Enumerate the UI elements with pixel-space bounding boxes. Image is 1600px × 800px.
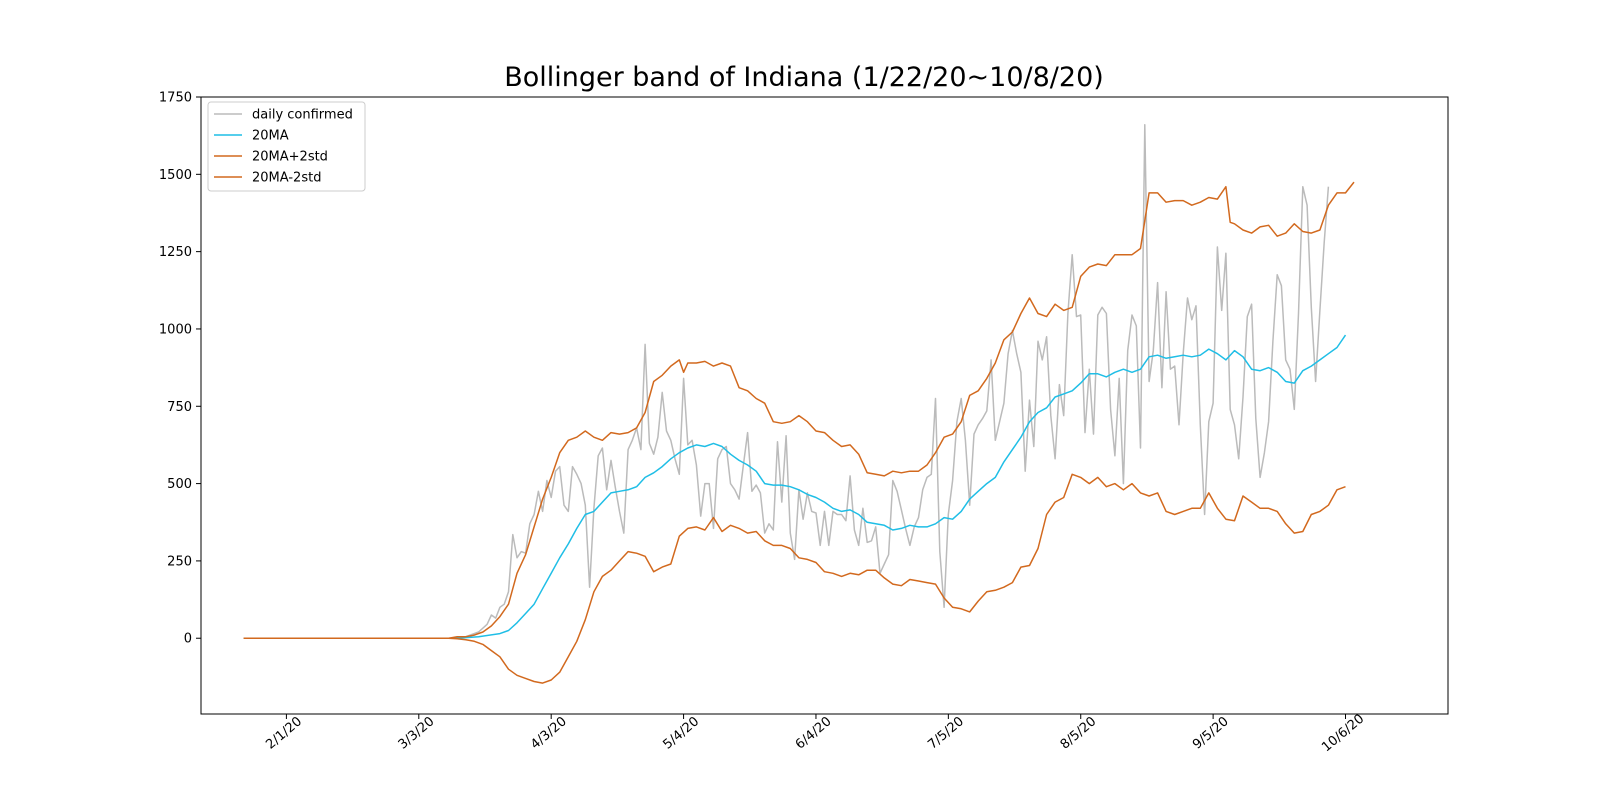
x-tick-label: 8/5/20: [1058, 714, 1100, 752]
legend-label-ma: 20MA: [252, 129, 289, 144]
series-line-upper: [243, 181, 1355, 639]
series-line-lower: [243, 473, 1346, 684]
y-tick-label: 1250: [159, 245, 192, 260]
series-layer: [243, 124, 1355, 684]
y-tick-label: 250: [167, 554, 192, 569]
legend-label-lower: 20MA-2std: [252, 171, 321, 186]
x-tick-label: 2/1/20: [263, 714, 305, 752]
x-axis: 2/1/20 3/3/20 4/3/20 5/4/20 6/4/20 7/5/20 8/5/…: [263, 711, 1367, 755]
y-tick-label: 1000: [159, 322, 192, 337]
y-tick-label: 1500: [159, 168, 192, 183]
x-tick-label: 3/3/20: [396, 714, 438, 752]
y-tick-label: 500: [167, 477, 192, 492]
series-line-daily: [243, 124, 1330, 639]
chart-title: Bollinger band of Indiana (1/22/20~10/8/…: [504, 62, 1104, 93]
legend: daily confirmed 20MA 20MA+2std 20MA-2std: [207, 101, 366, 192]
x-tick-label: 9/5/20: [1190, 714, 1232, 752]
legend-label-daily: daily confirmed: [252, 108, 353, 123]
x-tick-label: 5/4/20: [660, 714, 702, 752]
x-tick-label: 4/3/20: [528, 714, 570, 752]
y-tick-label: 750: [167, 400, 192, 415]
legend-box: [207, 101, 366, 192]
y-tick-label: 0: [184, 632, 192, 647]
series-line-ma: [243, 334, 1347, 639]
y-tick-label: 1750: [159, 91, 192, 106]
y-axis: 0 250 500 750 1000 1250 1500 1750: [159, 91, 201, 647]
x-tick-label: 7/5/20: [925, 714, 967, 752]
x-tick-label: 6/4/20: [793, 714, 835, 752]
x-tick-label: 10/6/20: [1319, 711, 1367, 755]
legend-label-upper: 20MA+2std: [252, 150, 328, 165]
plot-frame: [200, 96, 1449, 715]
